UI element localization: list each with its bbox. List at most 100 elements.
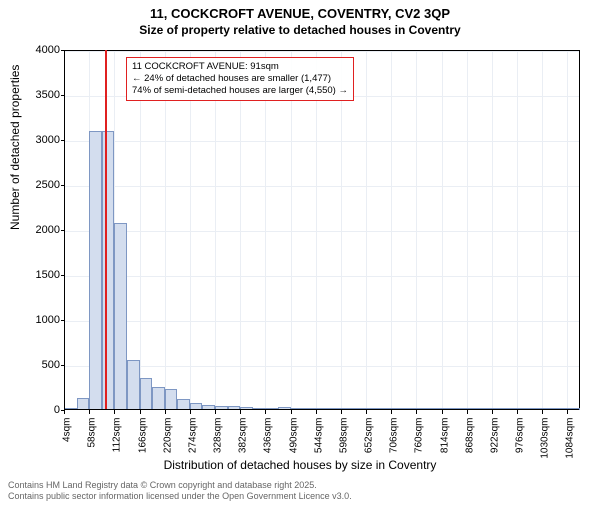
gridline-h [64,321,579,322]
y-tick-mark [61,185,65,186]
gridline-h [64,231,579,232]
histogram-bar [114,223,127,410]
x-tick-label: 1030sqm [540,418,551,468]
x-tick-mark [492,410,493,414]
y-tick-mark [61,365,65,366]
gridline-v [492,51,493,410]
gridline-v [391,51,392,410]
annotation-line2: ← 24% of detached houses are smaller (1,… [132,73,348,85]
gridline-v [416,51,417,410]
histogram-bar [127,360,140,410]
x-tick-mark [567,410,568,414]
gridline-v [190,51,191,410]
y-tick-label: 2000 [30,224,60,236]
histogram-bar [89,131,102,410]
gridline-v [341,51,342,410]
x-tick-label: 112sqm [112,418,123,468]
x-tick-label: 4sqm [62,418,73,468]
x-tick-mark [341,410,342,414]
gridline-v [316,51,317,410]
x-tick-mark [416,410,417,414]
x-tick-label: 922sqm [489,418,500,468]
x-tick-label: 652sqm [364,418,375,468]
gridline-v [240,51,241,410]
x-tick-label: 490sqm [288,418,299,468]
gridline-v [567,51,568,410]
gridline-v [442,51,443,410]
gridline-h [64,186,579,187]
x-tick-label: 706sqm [389,418,400,468]
x-tick-mark [316,410,317,414]
histogram-bar [140,378,153,410]
x-tick-label: 166sqm [137,418,148,468]
x-tick-mark [165,410,166,414]
y-tick-mark [61,320,65,321]
x-tick-label: 544sqm [313,418,324,468]
x-tick-mark [240,410,241,414]
y-tick-mark [61,50,65,51]
chart-subtitle: Size of property relative to detached ho… [0,23,600,37]
x-tick-label: 58sqm [87,418,98,468]
x-tick-mark [215,410,216,414]
x-tick-mark [542,410,543,414]
y-tick-mark [61,275,65,276]
x-tick-label: 220sqm [162,418,173,468]
x-tick-label: 274sqm [187,418,198,468]
gridline-v [467,51,468,410]
y-tick-mark [61,140,65,141]
y-axis-label: Number of detached properties [8,65,22,230]
footer-line1: Contains HM Land Registry data © Crown c… [8,480,352,491]
annotation-line1: 11 COCKCROFT AVENUE: 91sqm [132,61,348,73]
gridline-h [64,366,579,367]
x-tick-mark [291,410,292,414]
y-tick-label: 1500 [30,269,60,281]
gridline-v [291,51,292,410]
y-tick-label: 2500 [30,179,60,191]
x-tick-mark [391,410,392,414]
histogram-bar [152,387,165,410]
x-tick-label: 1084sqm [565,418,576,468]
x-tick-label: 328sqm [213,418,224,468]
y-tick-mark [61,230,65,231]
x-tick-label: 976sqm [515,418,526,468]
chart-title: 11, COCKCROFT AVENUE, COVENTRY, CV2 3QP [0,6,600,21]
y-tick-label: 500 [30,359,60,371]
gridline-v [165,51,166,410]
x-axis-line [64,409,579,410]
x-tick-mark [190,410,191,414]
x-tick-mark [64,410,65,414]
gridline-v [542,51,543,410]
x-tick-label: 382sqm [238,418,249,468]
x-tick-mark [517,410,518,414]
x-tick-mark [442,410,443,414]
x-tick-label: 814sqm [439,418,450,468]
gridline-v [140,51,141,410]
y-tick-label: 3500 [30,89,60,101]
annotation-box: 11 COCKCROFT AVENUE: 91sqm ← 24% of deta… [126,57,354,101]
x-tick-mark [114,410,115,414]
x-tick-mark [140,410,141,414]
footer-line2: Contains public sector information licen… [8,491,352,502]
gridline-h [64,51,579,52]
histogram-bar [165,389,178,410]
gridline-h [64,141,579,142]
x-tick-label: 436sqm [263,418,274,468]
y-tick-label: 3000 [30,134,60,146]
gridline-v [366,51,367,410]
footer-text: Contains HM Land Registry data © Crown c… [8,480,352,502]
x-tick-label: 598sqm [338,418,349,468]
plot-area: 11 COCKCROFT AVENUE: 91sqm ← 24% of deta… [64,50,580,410]
gridline-v [517,51,518,410]
gridline-v [265,51,266,410]
x-tick-mark [265,410,266,414]
x-tick-label: 760sqm [414,418,425,468]
y-tick-mark [61,95,65,96]
y-tick-label: 4000 [30,44,60,56]
x-tick-mark [366,410,367,414]
x-tick-label: 868sqm [464,418,475,468]
gridline-v [215,51,216,410]
annotation-line3: 74% of semi-detached houses are larger (… [132,85,348,97]
gridline-h [64,276,579,277]
y-tick-label: 0 [30,404,60,416]
y-tick-label: 1000 [30,314,60,326]
